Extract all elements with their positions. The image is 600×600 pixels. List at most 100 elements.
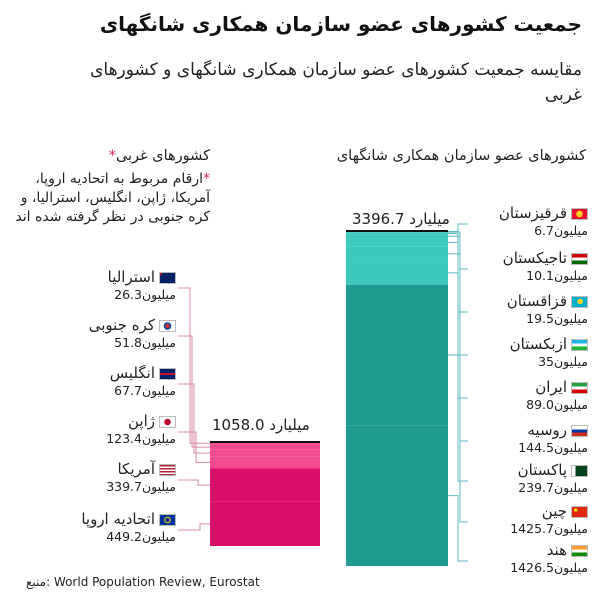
west-country-3: ژاپن میلیون123.4 (40, 412, 176, 447)
west-country-value: میلیون123.4 (40, 431, 176, 447)
sco-country-label: روسیه (527, 421, 567, 439)
sco-country-value: میلیون1425.7 (470, 521, 588, 537)
sco-country-name: پاکستان (470, 461, 588, 480)
sco-country-value: میلیون239.7 (470, 480, 588, 496)
tajikistan-flag-icon (571, 252, 588, 265)
value-label: 89.0 (526, 397, 554, 412)
west-connector-line-0 (178, 287, 210, 444)
usa-flag-icon (159, 463, 176, 476)
west-note: *ارقام مربوط به اتحادیه اروپا، آمریکا، ژ… (2, 170, 210, 227)
unit-label: میلیون (553, 440, 588, 455)
sco-country-label: تاجیکستان (502, 249, 567, 267)
west-country-label: ژاپن (127, 412, 155, 430)
value-label: 239.7 (518, 480, 554, 495)
value-label: 51.8 (114, 335, 142, 350)
unit-label: میلیون (553, 560, 588, 575)
sco-country-value: میلیون19.5 (470, 311, 588, 327)
sco-country-label: ایران (535, 378, 567, 396)
unit-label: میلیون (553, 354, 588, 369)
west-bar-segment-3 (210, 456, 320, 469)
sco-country-3: ازبکستان میلیون35 (470, 335, 588, 370)
sco-country-0: قرقیزستان میلیون6.7 (470, 204, 588, 239)
sco-heading: کشورهای عضو سازمان همکاری شانگهای (336, 148, 586, 164)
pakistan-flag-icon (571, 464, 588, 477)
west-country-label: اتحادیه اروپا (81, 510, 155, 528)
sco-country-label: هند (546, 541, 567, 559)
sco-country-name: ازبکستان (470, 335, 588, 354)
value-label: 35 (538, 354, 554, 369)
unit-label: میلیون (141, 431, 176, 446)
west-country-name: اتحادیه اروپا (40, 510, 176, 529)
west-bar-segment-2 (210, 449, 320, 457)
west-country-name: آمریکا (40, 460, 176, 479)
west-country-label: استرالیا (107, 268, 155, 286)
asterisk-icon: * (203, 171, 210, 187)
sco-connector-line-7 (448, 354, 468, 523)
sco-country-5: روسیه میلیون144.5 (470, 421, 588, 456)
sco-country-8: هند میلیون1426.5 (470, 541, 588, 576)
sco-country-value: میلیون144.5 (470, 440, 588, 456)
iran-flag-icon (571, 381, 588, 394)
sco-country-label: پاکستان (517, 461, 567, 479)
west-bar-segment-4 (210, 468, 320, 502)
sco-connector-line-0 (448, 223, 468, 232)
west-bar-segment-5 (210, 501, 320, 546)
west-heading-label: کشورهای غربی (115, 148, 210, 164)
eu-flag-icon (159, 513, 176, 526)
sco-bar-segment-3 (346, 234, 448, 239)
unit-label: میلیون (553, 268, 588, 283)
kazakhstan-flag-icon (571, 295, 588, 308)
sco-country-name: روسیه (470, 421, 588, 440)
west-country-value: میلیون449.2 (40, 529, 176, 545)
sco-bar-segment-6 (346, 261, 448, 285)
sco-country-name: قرقیزستان (470, 204, 588, 223)
uk-flag-icon (159, 367, 176, 380)
unit-label: میلیون (141, 287, 176, 302)
russia-flag-icon (571, 424, 588, 437)
west-country-0: استرالیا میلیون26.3 (40, 268, 176, 303)
sco-country-value: میلیون1426.5 (470, 560, 588, 576)
sco-country-value: میلیون35 (470, 354, 588, 370)
uzbekistan-flag-icon (571, 338, 588, 351)
value-label: 339.7 (106, 479, 142, 494)
sco-bar-segment-4 (346, 238, 448, 247)
page-title: جمعیت کشورهای عضو سازمان همکاری شانگهای (99, 12, 582, 36)
west-connector-line-4 (178, 479, 210, 486)
west-country-value: میلیون339.7 (40, 479, 176, 495)
sco-country-name: ایران (470, 378, 588, 397)
sco-bar-segment-1 (346, 231, 448, 233)
west-connector-line-2 (178, 383, 210, 454)
value-label: 26.3 (114, 287, 142, 302)
unit-label: میلیون (553, 223, 588, 238)
sco-country-label: ازبکستان (509, 335, 567, 353)
value-label: 67.7 (114, 383, 142, 398)
south-korea-flag-icon (159, 319, 176, 332)
sco-bar-segment-8 (346, 425, 448, 566)
sco-country-7: چین میلیون1425.7 (470, 502, 588, 537)
west-country-name: استرالیا (40, 268, 176, 287)
sco-country-1: تاجیکستان میلیون10.1 (470, 249, 588, 284)
sco-connector-line-8 (448, 495, 468, 562)
west-country-label: انگلیس (109, 364, 155, 382)
unit-label: میلیون (141, 479, 176, 494)
value-label: 1426.5 (510, 560, 554, 575)
sco-country-label: چین (541, 502, 567, 520)
source-label: منبع: World Population Review, Eurostat (26, 575, 260, 589)
unit-label: میلیون (553, 521, 588, 536)
sco-country-2: قزاقستان میلیون19.5 (470, 292, 588, 327)
west-country-name: ژاپن (40, 412, 176, 431)
west-country-1: کره جنوبی میلیون51.8 (40, 316, 176, 351)
value-label: 144.5 (518, 440, 554, 455)
sco-country-label: قرقیزستان (498, 204, 567, 222)
sco-connector-line-5 (448, 253, 468, 442)
sco-bar-segment-7 (346, 284, 448, 426)
page-subtitle: مقایسه جمعیت کشورهای عضو سازمان همکاری ش… (90, 60, 582, 105)
asterisk-icon: * (108, 148, 116, 164)
sco-country-name: تاجیکستان (470, 249, 588, 268)
sco-country-value: میلیون10.1 (470, 268, 588, 284)
value-label: 10.1 (526, 268, 554, 283)
value-label: 449.2 (106, 529, 142, 544)
west-country-name: کره جنوبی (40, 316, 176, 335)
china-flag-icon (571, 505, 588, 518)
japan-flag-icon (159, 415, 176, 428)
